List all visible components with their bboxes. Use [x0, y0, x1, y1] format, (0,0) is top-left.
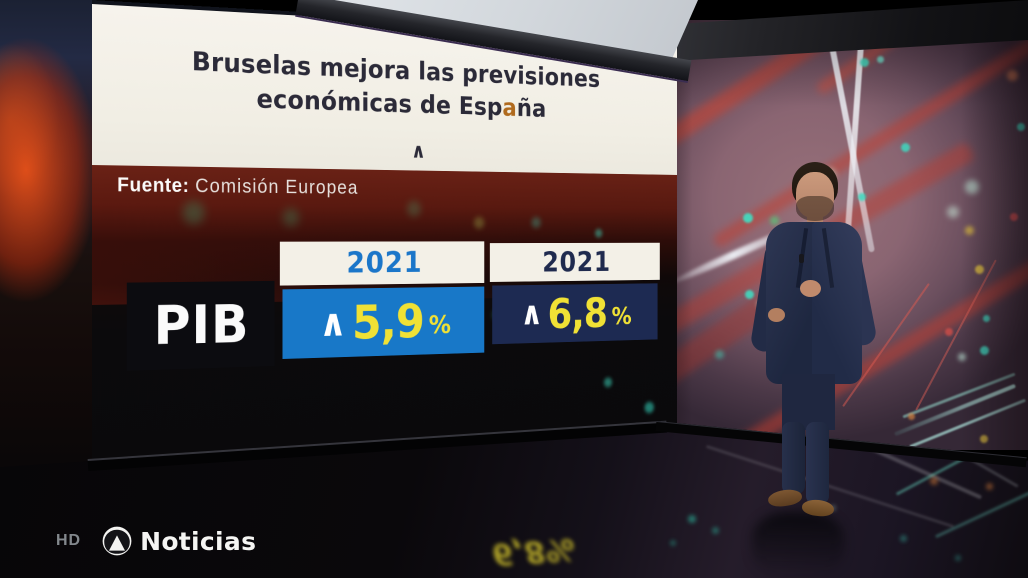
- floor-reflection-text: 6,8%: [488, 531, 579, 572]
- year-label: 2021: [542, 245, 611, 279]
- bokeh-dot: [473, 216, 485, 229]
- hd-badge: HD: [56, 532, 82, 549]
- presenter-shoe: [767, 487, 803, 509]
- presenter-leg: [806, 422, 829, 504]
- bokeh-dot: [986, 483, 993, 490]
- presenter-jacket-left: [766, 222, 818, 384]
- bokeh-dot: [900, 535, 907, 542]
- bokeh-dot: [182, 200, 205, 225]
- up-trend-icon: ∧: [318, 301, 347, 346]
- floor-teal-streak-reflection: [934, 484, 1028, 539]
- value-box-col1: ∧ 5,9 %: [282, 286, 485, 359]
- up-trend-icon: ∧: [520, 295, 543, 333]
- lapel-microphone: [799, 254, 804, 263]
- source-line: Fuente: Comisión Europea: [117, 174, 358, 199]
- source-value: Comisión Europea: [195, 175, 359, 199]
- value-box-col2: ∧ 6,8 %: [492, 283, 658, 345]
- pib-value: 5,9: [352, 294, 424, 350]
- pib-label-box: PIB: [126, 280, 275, 371]
- percent-unit: %: [428, 310, 451, 340]
- presenter-hand: [768, 308, 785, 322]
- pib-label: PIB: [153, 293, 250, 358]
- headline-highlight-letter: a: [502, 93, 517, 123]
- presenter-beard: [796, 196, 834, 221]
- bokeh-dot: [406, 200, 422, 217]
- presenter-leg: [782, 422, 805, 494]
- bokeh-dot: [930, 477, 938, 485]
- presenter: [742, 150, 882, 578]
- bokeh-dot: [688, 515, 696, 523]
- year-header-col2: 2021: [489, 242, 660, 282]
- year-header-col1: 2021: [279, 241, 485, 286]
- channel-name: Noticias: [140, 526, 257, 556]
- bokeh-dot: [955, 555, 961, 561]
- bokeh-dot: [282, 208, 300, 227]
- pib-value: 6,8: [547, 288, 608, 338]
- presenter-hand: [800, 280, 821, 297]
- source-label: Fuente:: [117, 174, 190, 197]
- graphics-screen: Bruselas mejora las previsiones económic…: [92, 0, 678, 470]
- bokeh-dot: [594, 228, 603, 238]
- presenter-shoe: [801, 498, 835, 518]
- presenter-reflection: [752, 512, 844, 578]
- presenter-hips: [782, 374, 835, 430]
- antena3-logo-icon: [102, 526, 132, 556]
- percent-unit: %: [611, 302, 632, 331]
- channel-watermark: HD Noticias: [56, 520, 316, 562]
- headline-caret-icon: ∧: [411, 139, 426, 164]
- bokeh-dot: [712, 527, 719, 534]
- bokeh-dot: [531, 217, 541, 228]
- year-label: 2021: [346, 246, 423, 281]
- bokeh-dot: [670, 540, 676, 546]
- presenter-jacket-right: [812, 222, 862, 384]
